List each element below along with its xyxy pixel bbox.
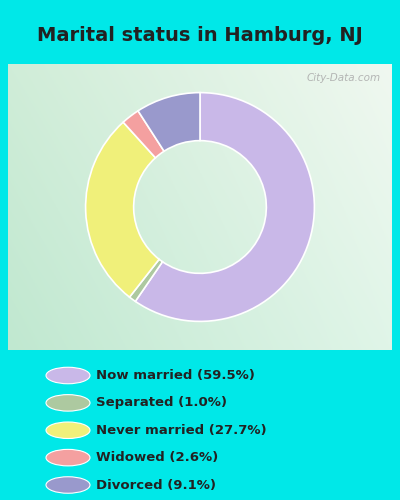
Circle shape [46, 477, 90, 493]
Wedge shape [123, 111, 164, 158]
Wedge shape [130, 260, 162, 302]
Text: Separated (1.0%): Separated (1.0%) [96, 396, 227, 409]
Text: Divorced (9.1%): Divorced (9.1%) [96, 478, 216, 492]
Text: Marital status in Hamburg, NJ: Marital status in Hamburg, NJ [37, 26, 363, 44]
Text: Never married (27.7%): Never married (27.7%) [96, 424, 267, 437]
Circle shape [46, 367, 90, 384]
Wedge shape [86, 122, 159, 297]
Circle shape [46, 450, 90, 466]
Circle shape [46, 394, 90, 411]
Text: Widowed (2.6%): Widowed (2.6%) [96, 451, 218, 464]
Text: City-Data.com: City-Data.com [306, 72, 380, 83]
Wedge shape [138, 92, 200, 151]
Wedge shape [135, 92, 314, 322]
Text: Now married (59.5%): Now married (59.5%) [96, 369, 255, 382]
Circle shape [46, 422, 90, 438]
